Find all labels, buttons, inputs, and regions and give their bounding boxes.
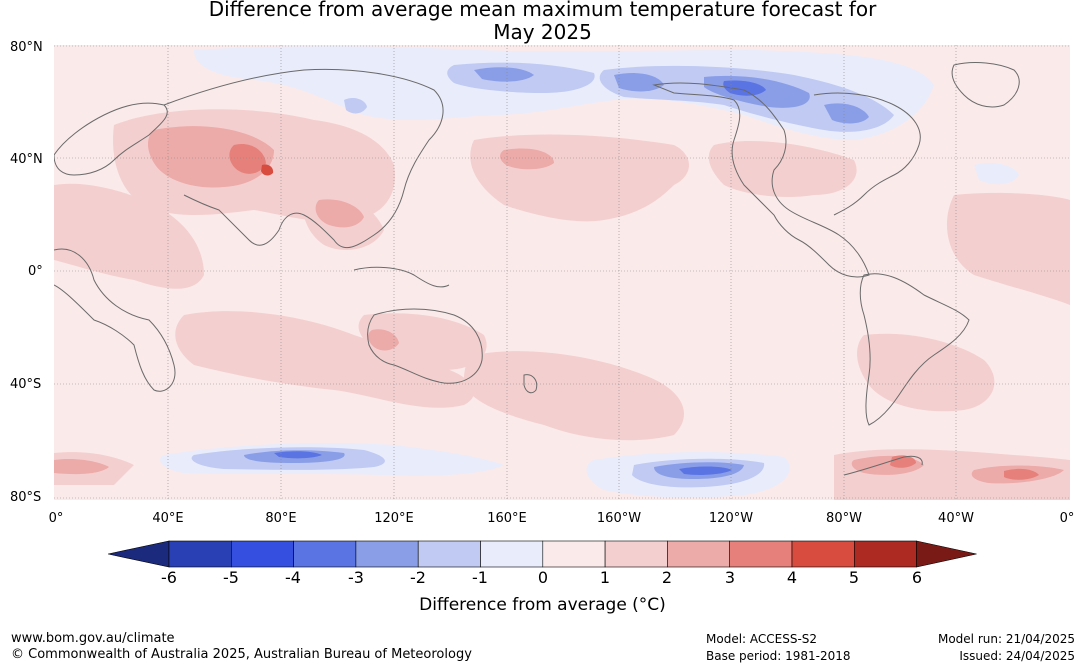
warm-region-atlantic [946,192,1070,305]
lon-label-40w: 40°W [938,511,974,526]
issued-text: Issued: 24/04/2025 [959,649,1075,663]
temperature-anomaly-map [54,45,1070,500]
colorbar-segment [293,540,357,568]
lat-label-40n: 40°N [10,152,43,167]
coastline-indonesia [353,266,450,288]
coastline-australia [367,308,483,384]
hot-spot-far-south-atlantic [1004,468,1039,480]
colorbar-tick: -5 [223,568,239,587]
colorbar-segment [231,540,294,568]
colorbar-tick: -4 [285,568,301,587]
colorbar-segment [604,540,668,568]
lat-label-80s: 80°S [10,490,42,505]
colorbar-extend-high [916,540,977,568]
colorbar-tick: 6 [911,568,923,587]
cold-area-alaska [614,73,664,92]
coldest-area-yukon [723,80,766,96]
lon-label-120w: 120°W [708,511,754,526]
coastline-europe [54,102,168,176]
graticule [54,45,1070,500]
colorbar-tick: -1 [472,568,488,587]
colorbar-segment [729,540,793,568]
coastline-north-america [652,82,870,278]
chart-title-line1: Difference from average mean maximum tem… [208,0,877,21]
model-run-text: Model run: 21/04/2025 [937,632,1075,646]
warm-spot-china [315,199,364,228]
lat-label-80n: 80°N [10,40,43,55]
lon-label-80e: 80°E [265,511,297,526]
coastline-africa [54,248,176,392]
lon-label-120e: 120°E [374,511,414,526]
colorbar-segment [853,540,917,568]
warm-anomaly-regions [54,109,1070,500]
warm-region-africa [54,183,204,289]
colorbar-segment [791,540,855,568]
warm-region-south-pacific [464,351,684,441]
coastline-new-zealand [523,374,538,394]
warm-region-north-america [708,140,857,197]
coastline-south-america [859,273,970,426]
coastline-east-north-america [813,92,921,216]
cool-region-north-atlantic [974,163,1019,185]
colorbar-tick: 4 [786,568,798,587]
cold-area-siberia [474,67,534,82]
cool-area-kamchatka [344,97,367,114]
lon-label-160e: 160°E [487,511,527,526]
warm-region-indian-ocean [175,311,475,408]
coastlines [54,62,1020,476]
colorbar-tick: 3 [724,568,736,587]
lon-label-160w: 160°W [596,511,642,526]
coldest-area-antarctic-pacific [679,466,732,475]
cool-anomaly-regions [160,46,1019,498]
colorbar-tick: 1 [599,568,611,587]
lon-label-0-right: 0° [1059,511,1075,526]
warm-spot-east-pacific [500,148,554,170]
colorbar-tick: -2 [410,568,426,587]
colorbar-tick: 2 [661,568,673,587]
base-period-text: Base period: 1981-2018 [706,649,851,663]
chart-title-line2: May 2025 [493,20,592,44]
coastline-asia [163,68,444,249]
coldest-area-antarctic-indian [274,451,322,459]
colorbar-tick: 5 [848,568,860,587]
copyright-text: © Commonwealth of Australia 2025, Austra… [11,647,472,662]
colorbar-extend-low [108,540,170,568]
hottest-spot-tibet [261,164,274,176]
coastline-greenland [951,62,1020,108]
website-text: www.bom.gov.au/climate [11,631,175,646]
lon-label-40e: 40°E [152,511,184,526]
colorbar-segment [355,540,419,568]
colorbar-segment [667,540,731,568]
model-text: Model: ACCESS-S2 [706,632,818,646]
colorbar-label: Difference from average (°C) [419,595,666,615]
colorbar-segment [542,540,606,568]
hot-spot-south-atlantic [890,455,916,468]
colorbar-segment [417,540,481,568]
hot-spot-central-asia [229,143,266,174]
warm-spot-southern-indian [54,458,109,475]
colorbar-tick: -3 [348,568,364,587]
lat-label-0: 0° [28,264,43,279]
lat-label-40s: 40°S [10,377,42,392]
warm-spot-australia [368,329,399,351]
colorbar-tick: 0 [537,568,549,587]
colorbar-segment [480,540,544,568]
coastline-antarctic-peninsula [843,455,923,476]
warm-region-south-america [857,333,995,412]
lon-label-80w: 80°W [826,511,862,526]
colorbar [108,540,977,568]
cold-area-hudson [824,103,869,124]
colorbar-tick: -6 [161,568,177,587]
warm-region-australia [358,313,487,370]
lon-label-0: 0° [48,511,64,526]
colorbar-segment [168,540,232,568]
